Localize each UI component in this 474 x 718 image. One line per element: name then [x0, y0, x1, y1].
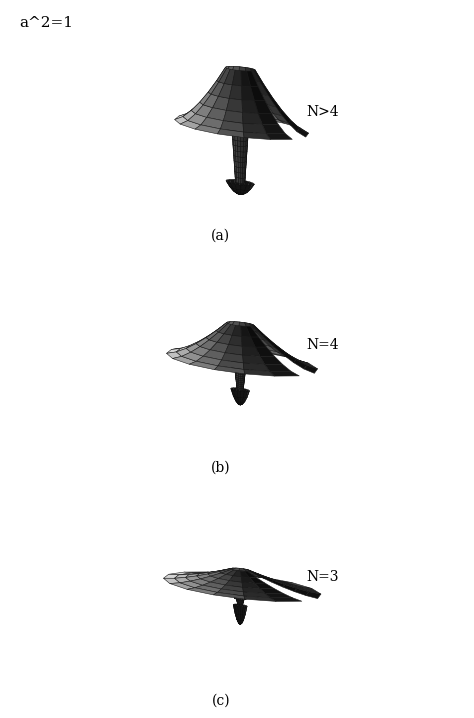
Text: N=3: N=3 — [307, 570, 339, 584]
Text: a^2=1: a^2=1 — [19, 16, 73, 29]
Text: N=4: N=4 — [307, 337, 339, 352]
Text: (a): (a) — [211, 228, 230, 243]
Text: N>4: N>4 — [307, 106, 339, 119]
Text: (c): (c) — [211, 694, 230, 707]
Text: (b): (b) — [211, 461, 230, 475]
